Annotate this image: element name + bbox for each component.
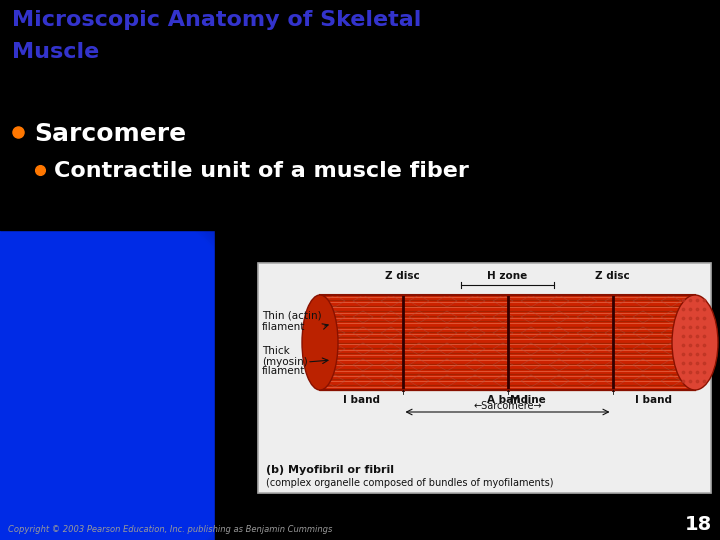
Circle shape [0, 141, 308, 540]
Text: ←Sarcomere→: ←Sarcomere→ [473, 401, 542, 411]
Circle shape [0, 121, 329, 540]
Text: Thick: Thick [262, 346, 289, 356]
Circle shape [0, 116, 334, 540]
Circle shape [0, 177, 273, 540]
Text: A band: A band [487, 395, 528, 405]
Bar [258, 263, 711, 493]
Circle shape [0, 170, 281, 540]
Text: Microscopic Anatomy of Skeletal: Microscopic Anatomy of Skeletal [12, 10, 421, 30]
Text: Thin (actin): Thin (actin) [262, 310, 322, 321]
Text: Z disc: Z disc [595, 271, 630, 281]
Text: filament: filament [262, 366, 305, 376]
Text: Contractile unit of a muscle fiber: Contractile unit of a muscle fiber [54, 161, 469, 181]
Circle shape [0, 132, 318, 540]
Text: filament: filament [262, 322, 305, 332]
Text: Z disc: Z disc [385, 271, 420, 281]
Bar [320, 295, 695, 390]
Circle shape [0, 181, 269, 540]
Text: (complex organelle composed of bundles of myofilaments): (complex organelle composed of bundles o… [266, 478, 554, 488]
Circle shape [0, 154, 295, 540]
Circle shape [0, 173, 276, 540]
Text: (myosin): (myosin) [262, 357, 307, 367]
Text: Muscle: Muscle [12, 42, 99, 62]
Bar [215, 0, 720, 540]
Circle shape [0, 158, 292, 540]
Circle shape [0, 162, 288, 540]
Circle shape [0, 183, 268, 540]
Circle shape [0, 112, 338, 540]
Circle shape [0, 129, 321, 540]
Circle shape [0, 151, 299, 540]
Circle shape [0, 164, 286, 540]
Circle shape [0, 127, 323, 540]
Ellipse shape [672, 295, 718, 390]
Circle shape [0, 175, 275, 540]
Circle shape [0, 145, 305, 540]
Circle shape [0, 138, 312, 540]
Circle shape [0, 179, 271, 540]
Circle shape [0, 125, 325, 540]
Circle shape [0, 160, 290, 540]
Text: (b) Myofibril or fibril: (b) Myofibril or fibril [266, 465, 394, 475]
Circle shape [0, 147, 303, 540]
Text: H zone: H zone [487, 271, 528, 281]
Circle shape [0, 131, 320, 540]
Text: I band: I band [635, 395, 672, 405]
Circle shape [0, 157, 294, 540]
Circle shape [0, 144, 307, 540]
Circle shape [0, 114, 336, 540]
Text: Sarcomere: Sarcomere [34, 122, 186, 146]
Ellipse shape [302, 295, 338, 390]
Circle shape [0, 117, 333, 540]
Text: 18: 18 [685, 515, 712, 534]
Text: I band: I band [343, 395, 379, 405]
Circle shape [0, 149, 301, 540]
Bar [0, 0, 215, 230]
Circle shape [0, 166, 284, 540]
Circle shape [0, 171, 279, 540]
Circle shape [0, 167, 282, 540]
Circle shape [0, 134, 316, 540]
Circle shape [0, 136, 314, 540]
Circle shape [0, 123, 327, 540]
Text: Copyright © 2003 Pearson Education, Inc. publishing as Benjamin Cummings: Copyright © 2003 Pearson Education, Inc.… [8, 525, 333, 534]
Circle shape [0, 153, 297, 540]
Circle shape [0, 119, 330, 540]
Circle shape [0, 140, 310, 540]
Circle shape [0, 110, 340, 540]
Text: M line: M line [510, 395, 545, 405]
